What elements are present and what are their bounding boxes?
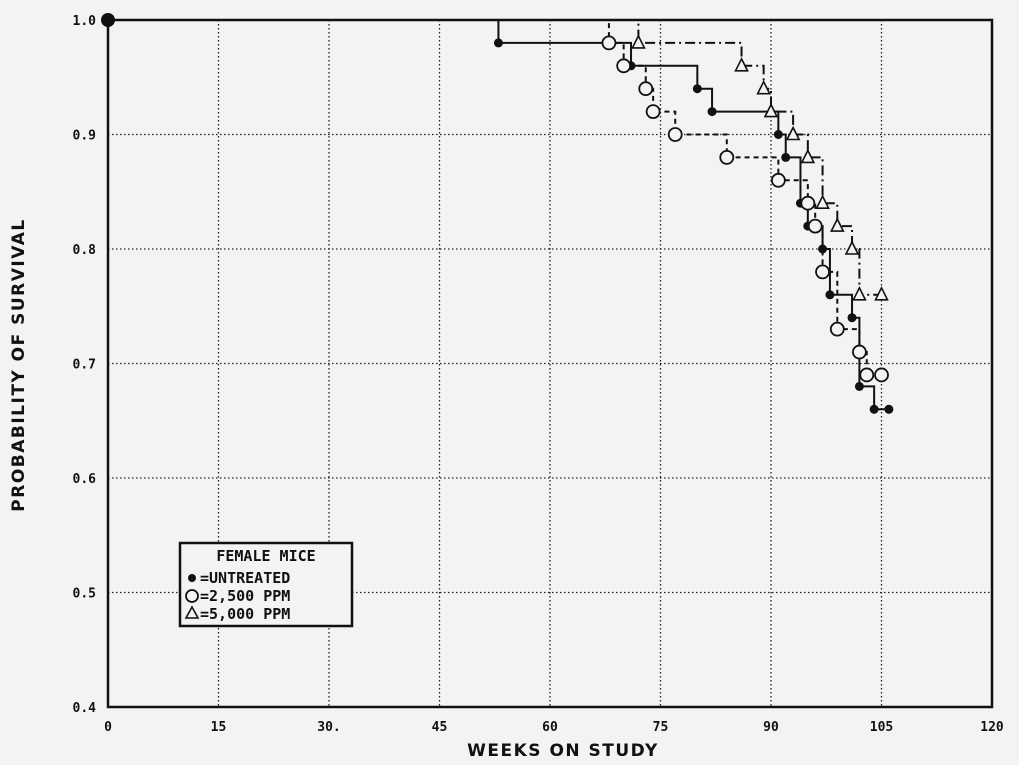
data-point [800, 148, 816, 164]
data-point [756, 79, 771, 95]
data-point [785, 125, 801, 141]
series-open-circle [108, 19, 889, 383]
legend-entry-untreated: =UNTREATED [200, 569, 290, 587]
origin-point [101, 13, 115, 27]
data-point [830, 217, 845, 232]
y-tick-labels: 0.4 0.5 0.6 0.7 0.8 0.9 1.0 [73, 14, 97, 716]
data-point [734, 57, 749, 72]
legend: FEMALE MICE =UNTREATED =2,500 PPM =5,000… [178, 541, 354, 628]
series-step-line [108, 19, 882, 296]
data-point [719, 149, 735, 165]
y-tick-label: 0.5 [73, 587, 96, 602]
data-point [692, 84, 702, 94]
x-tick-label: 120 [980, 720, 1004, 735]
data-point [815, 194, 830, 209]
data-point [844, 240, 860, 255]
y-tick-label: 0.6 [73, 472, 97, 487]
data-point [763, 102, 779, 118]
data-point [847, 313, 857, 323]
data-point [645, 104, 661, 119]
series-layer [108, 19, 894, 414]
data-point [854, 381, 864, 391]
legend-entry-2500ppm: =2,500 PPM [200, 587, 290, 605]
plot-frame [106, 18, 994, 709]
x-tick-label: 75 [653, 720, 669, 735]
data-point [781, 152, 791, 162]
series-step-line [108, 19, 882, 376]
y-tick-label: 0.9 [73, 129, 96, 144]
x-tick-label: 45 [432, 720, 448, 735]
legend-open-triangle-icon [184, 605, 200, 619]
data-point [869, 404, 879, 414]
data-point [616, 58, 632, 74]
x-tick-label: 90 [763, 720, 779, 735]
data-point [638, 81, 654, 97]
legend-box [178, 541, 354, 628]
legend-entry-5000ppm: =5,000 PPM [200, 605, 290, 623]
x-tick-label: 0 [104, 720, 112, 735]
y-tick-label: 0.8 [73, 243, 97, 258]
series-filled-circle [108, 19, 894, 414]
y-axis-title: PROBABILITY OF SURVIVAL [9, 218, 29, 511]
data-point [852, 344, 867, 360]
data-point [874, 286, 889, 301]
x-tick-label: 60 [542, 720, 558, 735]
data-point [493, 38, 503, 48]
data-point [874, 367, 889, 383]
y-tick-label: 1.0 [73, 14, 97, 29]
data-point [859, 367, 875, 383]
data-point [770, 172, 786, 188]
y-tick-label: 0.4 [73, 701, 97, 716]
data-point [800, 195, 816, 211]
data-point [818, 244, 828, 254]
data-point [601, 35, 617, 51]
x-tick-label: 105 [870, 720, 893, 735]
data-point [773, 130, 783, 139]
data-point [707, 107, 717, 117]
data-point [667, 127, 683, 142]
x-tick-labels: 0 15 30. 45 60 75 90 105 120 [104, 720, 1004, 735]
legend-filled-circle-icon [188, 574, 196, 582]
series-step-line [108, 19, 889, 411]
legend-title: FEMALE MICE [216, 547, 315, 565]
data-point [884, 404, 894, 414]
data-point [852, 286, 867, 301]
data-point [815, 264, 830, 280]
data-point [829, 321, 845, 337]
x-tick-label: 30. [317, 720, 340, 735]
data-point [631, 34, 646, 49]
x-axis-title: WEEKS ON STUDY [467, 741, 659, 761]
series-open-triangle [108, 19, 889, 301]
y-tick-label: 0.7 [73, 358, 96, 373]
data-point [807, 218, 823, 234]
data-point [825, 290, 835, 300]
legend-open-circle-icon [185, 589, 199, 603]
x-tick-label: 15 [211, 720, 227, 735]
